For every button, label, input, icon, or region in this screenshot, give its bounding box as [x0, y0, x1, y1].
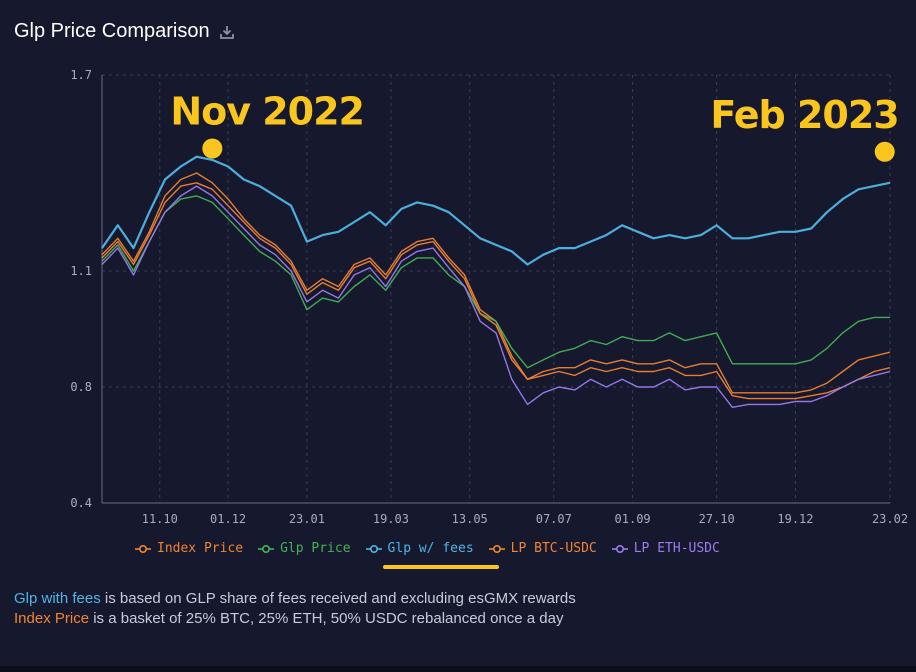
x-tick-label: 23.01 [289, 512, 325, 526]
legend-marker-icon [258, 544, 275, 553]
x-tick-label: 19.03 [373, 512, 409, 526]
x-tick-label: 07.07 [536, 512, 572, 526]
x-tick-label: 27.10 [699, 512, 735, 526]
y-tick-label: 1.7 [70, 68, 92, 82]
chart-header: Glp Price Comparison [14, 20, 236, 43]
series-line-lp-btc-usdc [101, 182, 891, 400]
legend-label: LP ETH-USDC [633, 541, 720, 556]
legend-item-index-price[interactable]: Index Price [134, 541, 243, 556]
price-comparison-chart: 0.4 0.8 1.1 1.7 11.10 01.12 23.01 19.03 13.05 07.… [70, 68, 908, 526]
y-tick-label: 1.1 [70, 264, 92, 278]
x-tick-label: 13.05 [452, 512, 488, 526]
note-line-index: Index Price is a basket of 25% BTC, 25% … [14, 609, 576, 629]
legend-label: Index Price [157, 541, 244, 556]
series-line-glp-w-fees [101, 155, 891, 266]
legend-item-lp-eth-usdc[interactable]: LP ETH-USDC [611, 541, 720, 556]
chart-legend: Index Price Glp Price Glp w/ fees LP BTC-US… [134, 541, 720, 556]
x-tick-label: 01.09 [615, 512, 651, 526]
series-line-lp-eth-usdc [101, 185, 891, 408]
chart-notes: Glp with fees is based on GLP share of f… [14, 589, 576, 629]
legend-item-glp-price[interactable]: Glp Price [257, 541, 351, 556]
note-fees-highlight: Glp with fees [14, 590, 101, 607]
legend-label: Glp w/ fees [387, 541, 474, 556]
series-line-glp-price [101, 195, 890, 369]
note-fees-text: is based on GLP share of fees received a… [100, 590, 576, 607]
chart-title: Glp Price Comparison [14, 20, 210, 42]
series-line-index-price [101, 172, 891, 394]
legend-marker-icon [365, 544, 382, 553]
annotation-label: Feb 2023 [710, 93, 898, 137]
annotation-marker [874, 141, 895, 162]
x-tick-label: 11.10 [142, 512, 178, 526]
selected-legend-underline [383, 565, 499, 569]
note-index-highlight: Index Price [14, 610, 90, 627]
legend-label: Glp Price [280, 541, 351, 556]
annotation-label: Nov 2022 [170, 90, 364, 134]
x-tick-label: 19.12 [777, 512, 813, 526]
y-tick-label: 0.8 [70, 380, 92, 394]
legend-marker-icon [488, 544, 505, 553]
x-tick-label: 01.12 [210, 512, 246, 526]
note-line-fees: Glp with fees is based on GLP share of f… [14, 589, 576, 609]
note-index-text: is a basket of 25% BTC, 25% ETH, 50% USD… [89, 610, 564, 627]
legend-item-glp-w-fees[interactable]: Glp w/ fees [365, 541, 474, 556]
legend-item-lp-btc-usdc[interactable]: LP BTC-USDC [488, 541, 597, 556]
annotation-marker [202, 138, 223, 159]
x-tick-label: 23.02 [872, 512, 908, 526]
legend-marker-icon [611, 544, 628, 553]
legend-label: LP BTC-USDC [510, 541, 597, 556]
bottom-bar [0, 666, 916, 672]
download-icon[interactable] [218, 23, 236, 41]
legend-marker-icon [135, 544, 151, 553]
y-tick-label: 0.4 [70, 496, 92, 510]
